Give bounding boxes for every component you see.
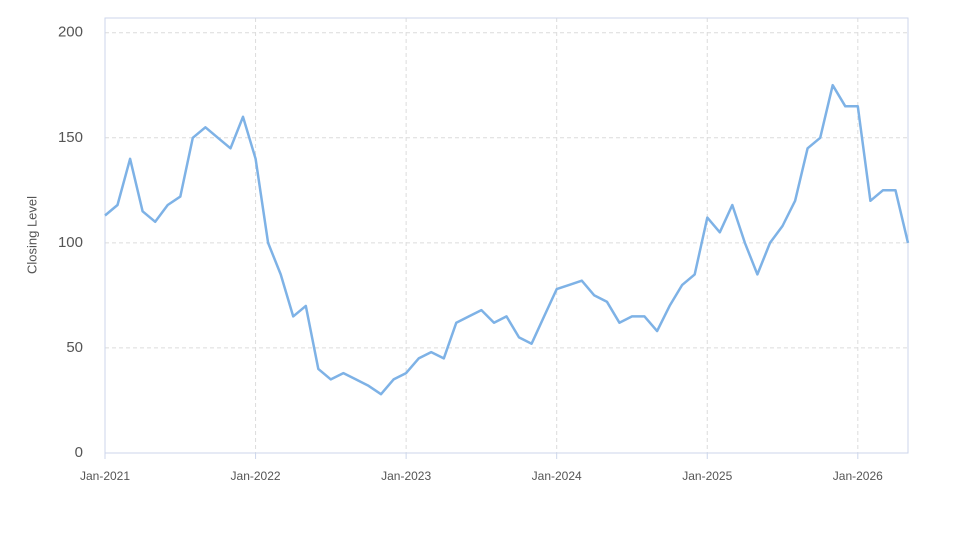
- x-tick-label: Jan-2025: [682, 469, 732, 483]
- x-tick-label: Jan-2021: [80, 469, 130, 483]
- y-tick-label: 200: [58, 24, 83, 41]
- x-tick-label: Jan-2022: [231, 469, 281, 483]
- x-tick-label: Jan-2026: [833, 469, 883, 483]
- y-tick-label: 50: [66, 339, 83, 356]
- y-tick-label: 150: [58, 129, 83, 146]
- y-tick-label: 100: [58, 234, 83, 251]
- line: [104, 83, 910, 396]
- y-tick-label: 0: [75, 444, 83, 461]
- y-axis-label: Closing Level: [24, 196, 39, 274]
- plot-border: [104, 17, 909, 454]
- x-tick-label: Jan-2024: [532, 469, 582, 483]
- x-tick-label: Jan-2023: [381, 469, 431, 483]
